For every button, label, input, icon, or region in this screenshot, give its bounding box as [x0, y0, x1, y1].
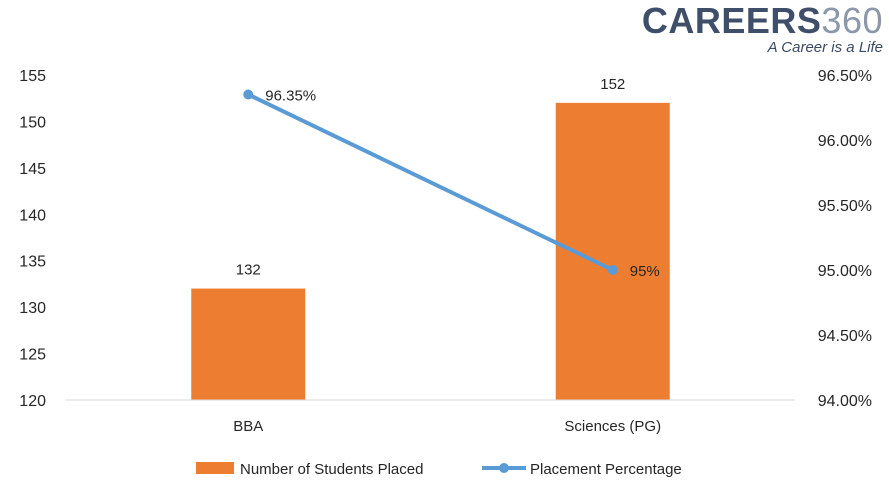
right-axis-tick-label: 96.00%: [818, 133, 872, 150]
left-axis-tick-label: 145: [19, 161, 46, 178]
right-axis-tick-label: 96.50%: [818, 68, 872, 85]
bar-data-label: 132: [236, 262, 261, 279]
left-axis-tick-label: 150: [19, 114, 46, 131]
category-label: BBA: [233, 418, 263, 435]
logo-tagline: A Career is a Life: [767, 39, 883, 56]
legend-label: Number of Students Placed: [240, 461, 423, 478]
line-data-label: 96.35%: [265, 88, 316, 105]
line-point: [607, 265, 618, 275]
left-axis: 120 125 130 135 140 145 150 155: [19, 68, 46, 410]
legend-bar-swatch: [196, 462, 234, 474]
category-axis: BBA Sciences (PG): [233, 418, 661, 435]
logo-brand: CAREERS: [641, 0, 822, 41]
right-axis: 94.00% 94.50% 95.00% 95.50% 96.00% 96.50%: [818, 68, 872, 410]
left-axis-tick-label: 155: [19, 68, 46, 85]
left-axis-tick-label: 135: [19, 254, 46, 271]
left-axis-tick-label: 120: [19, 393, 46, 410]
right-axis-tick-label: 95.00%: [818, 263, 872, 280]
legend-line-marker: [499, 463, 509, 473]
line-point: [243, 89, 254, 100]
left-axis-tick-label: 140: [19, 207, 46, 224]
right-axis-tick-label: 95.50%: [818, 198, 872, 215]
placement-line: [246, 92, 615, 272]
line-data-label: 95%: [630, 263, 660, 280]
left-axis-tick-label: 125: [19, 347, 46, 364]
bar-series: 132 152: [191, 76, 670, 400]
category-label: Sciences (PG): [564, 418, 661, 435]
bar-data-label: 152: [600, 76, 625, 93]
right-axis-tick-label: 94.00%: [818, 393, 872, 410]
left-axis-tick-label: 130: [19, 300, 46, 317]
bar: [191, 288, 306, 400]
line-series: 96.35% 95%: [243, 88, 660, 280]
legend-label: Placement Percentage: [530, 461, 682, 478]
careers360-logo: CAREERS360 A Career is a Life: [642, 2, 883, 56]
legend: Number of Students Placed Placement Perce…: [196, 461, 682, 478]
logo-number: 360: [821, 0, 883, 41]
logo-wordmark: CAREERS360: [642, 2, 883, 40]
right-axis-tick-label: 94.50%: [818, 328, 872, 345]
